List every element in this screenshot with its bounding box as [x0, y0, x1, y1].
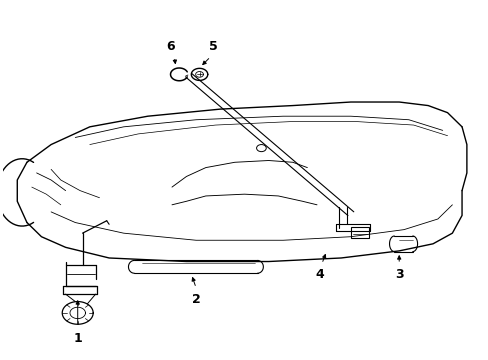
FancyBboxPatch shape: [350, 227, 368, 238]
Text: 6: 6: [166, 40, 175, 53]
Text: 5: 5: [208, 40, 217, 53]
Text: 3: 3: [394, 269, 403, 282]
Text: 2: 2: [191, 293, 200, 306]
Text: 4: 4: [314, 269, 323, 282]
Text: 1: 1: [73, 332, 82, 345]
